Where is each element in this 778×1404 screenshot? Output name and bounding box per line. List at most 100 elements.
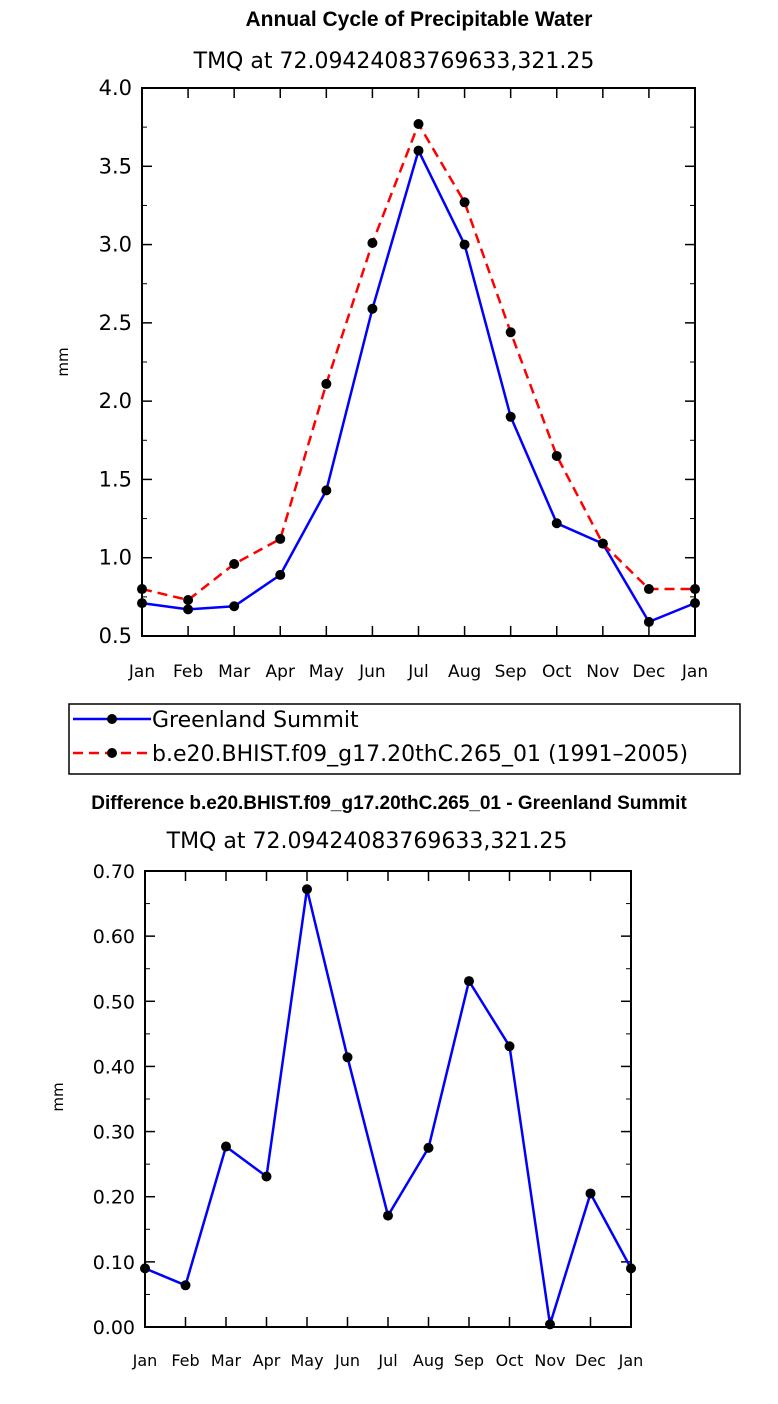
chart1-title: Annual Cycle of Precipitable Water xyxy=(246,8,593,31)
x-tick-label: Apr xyxy=(266,662,295,682)
series-line-0 xyxy=(144,887,633,1326)
y-tick-label: 3.0 xyxy=(99,233,132,257)
y-tick-label: 0.50 xyxy=(93,991,135,1013)
y-tick-label: 0.10 xyxy=(93,1252,135,1274)
chart2-tick-marks xyxy=(144,870,632,1328)
series-line-1 xyxy=(141,122,695,602)
legend-label-model: b.e20.BHIST.f09_g17.20thC.265_01 (1991–2… xyxy=(152,742,688,767)
data-point-s0-0 xyxy=(140,1263,150,1274)
y-tick-label: 0.70 xyxy=(93,861,135,883)
data-point-s1-12 xyxy=(690,584,700,595)
chart1-series xyxy=(137,119,700,627)
data-point-s0-1 xyxy=(183,604,194,615)
x-tick-label: Oct xyxy=(542,662,572,682)
y-tick-label: 1.0 xyxy=(99,546,132,570)
chart2-subtitle: TMQ at 72.09424083769633,321.25 xyxy=(166,829,568,854)
data-point-s1-11 xyxy=(643,584,654,595)
data-point-s0-8 xyxy=(505,411,516,422)
data-point-s0-0 xyxy=(137,598,147,609)
x-tick-label: Aug xyxy=(413,1351,444,1370)
x-tick-label: Jan xyxy=(128,662,155,682)
x-tick-label: Apr xyxy=(253,1351,281,1370)
data-point-s0-12 xyxy=(626,1263,636,1274)
chart2-x-tick-labels: Jan Feb Mar Apr May Jun Jul Aug Sep Oct Nov Dec Jan xyxy=(132,1351,644,1370)
data-point-s1-4 xyxy=(321,378,332,389)
data-point-s0-7 xyxy=(423,1142,434,1153)
chart1-y-tick-labels: 0.5 1.0 1.5 2.0 2.5 3.0 3.5 4.0 xyxy=(99,76,132,648)
chart1-plot-frame xyxy=(141,87,696,637)
data-point-s1-10 xyxy=(597,538,608,549)
x-tick-label: Jul xyxy=(377,1351,397,1370)
x-tick-label: Aug xyxy=(448,662,481,682)
data-point-s1-1 xyxy=(183,594,194,605)
data-point-s0-10 xyxy=(545,1319,555,1330)
data-point-s0-2 xyxy=(221,1141,231,1152)
chart1-ylabel: mm xyxy=(54,347,72,376)
data-point-s1-0 xyxy=(137,584,147,595)
x-tick-label: Jan xyxy=(132,1351,158,1370)
x-tick-label: Mar xyxy=(211,1351,242,1370)
chart2-y-tick-labels: 0.00 0.10 0.20 0.30 0.40 0.50 0.60 0.70 xyxy=(93,861,135,1339)
x-tick-label: Jul xyxy=(407,662,429,682)
y-tick-label: 0.5 xyxy=(99,624,132,648)
y-tick-label: 0.30 xyxy=(93,1122,135,1144)
y-tick-label: 2.0 xyxy=(99,389,132,413)
x-tick-label: May xyxy=(309,662,344,682)
data-point-s0-11 xyxy=(585,1188,596,1199)
data-point-s1-6 xyxy=(413,119,424,130)
legend-marker-greenland xyxy=(107,714,117,724)
data-point-s0-9 xyxy=(551,518,562,529)
data-point-s0-4 xyxy=(302,884,312,895)
data-point-s0-5 xyxy=(367,303,378,314)
x-tick-label: Nov xyxy=(586,662,619,682)
y-tick-label: 0.20 xyxy=(93,1187,135,1209)
legend-label-greenland: Greenland Summit xyxy=(152,708,359,733)
chart-annual-cycle: Annual Cycle of Precipitable Water TMQ a… xyxy=(54,8,741,775)
series-line-0 xyxy=(141,149,696,624)
chart2-plot-frame xyxy=(144,870,632,1328)
x-tick-label: Jan xyxy=(618,1351,644,1370)
data-point-s1-8 xyxy=(505,327,516,338)
data-point-s0-3 xyxy=(275,569,286,580)
legend-marker-model xyxy=(107,748,117,758)
data-point-s0-11 xyxy=(643,616,654,627)
y-tick-label: 0.00 xyxy=(93,1317,135,1339)
data-point-s1-7 xyxy=(459,197,470,208)
x-tick-label: Sep xyxy=(454,1351,484,1370)
chart1-subtitle: TMQ at 72.09424083769633,321.25 xyxy=(193,49,595,74)
y-tick-label: 0.60 xyxy=(93,926,135,948)
data-point-s0-3 xyxy=(261,1171,272,1182)
x-tick-label: Dec xyxy=(575,1351,606,1370)
chart-difference: Difference b.e20.BHIST.f09_g17.20thC.265… xyxy=(49,793,687,1370)
data-point-s0-9 xyxy=(504,1041,515,1052)
x-tick-label: Dec xyxy=(632,662,665,682)
x-tick-label: Jan xyxy=(681,662,708,682)
x-tick-label: Feb xyxy=(171,1351,199,1370)
x-tick-label: Oct xyxy=(496,1351,524,1370)
data-point-s1-9 xyxy=(551,450,562,461)
chart1-tick-marks xyxy=(141,87,696,637)
x-tick-label: Jun xyxy=(334,1351,360,1370)
data-point-s0-2 xyxy=(229,601,240,612)
data-point-s0-8 xyxy=(464,976,474,987)
data-point-s0-6 xyxy=(413,145,424,156)
y-tick-label: 1.5 xyxy=(99,467,132,491)
chart2-title: Difference b.e20.BHIST.f09_g17.20thC.265… xyxy=(91,793,687,814)
data-point-s0-6 xyxy=(383,1210,393,1221)
y-tick-label: 2.5 xyxy=(99,311,132,335)
data-point-s1-3 xyxy=(275,533,286,544)
y-tick-label: 3.5 xyxy=(99,154,132,178)
x-tick-label: May xyxy=(290,1351,323,1370)
chart2-ylabel: mm xyxy=(49,1082,67,1111)
x-tick-label: Nov xyxy=(534,1351,565,1370)
data-point-s1-2 xyxy=(229,558,240,569)
x-tick-label: Mar xyxy=(218,662,250,682)
x-tick-label: Sep xyxy=(495,662,527,682)
x-tick-label: Jun xyxy=(358,662,386,682)
chart1-legend: Greenland Summit b.e20.BHIST.f09_g17.20t… xyxy=(68,703,741,775)
chart1-x-tick-labels: Jan Feb Mar Apr May Jun Jul Aug Sep Oct Nov Dec Jan xyxy=(128,662,708,682)
data-point-s0-4 xyxy=(321,485,332,496)
y-tick-label: 0.40 xyxy=(93,1056,135,1078)
chart2-series xyxy=(140,884,636,1330)
